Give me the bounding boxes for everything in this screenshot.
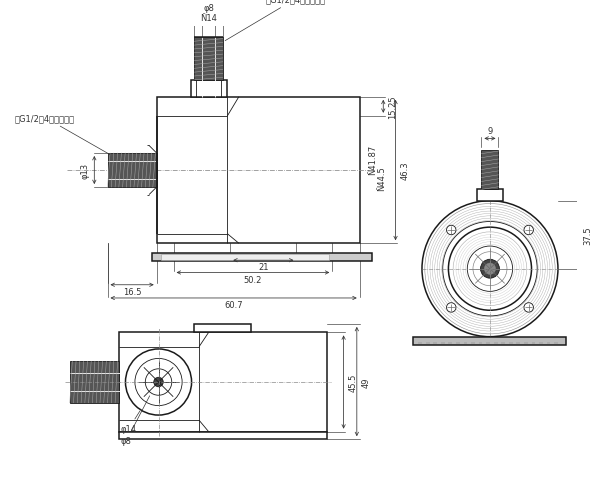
Text: 外G1/2（4分螺紹口）: 外G1/2（4分螺紹口） bbox=[225, 0, 325, 42]
Bar bbox=[70, 362, 119, 403]
Circle shape bbox=[467, 246, 512, 292]
Text: 60.7: 60.7 bbox=[224, 301, 243, 309]
Bar bbox=[194, 38, 223, 81]
Circle shape bbox=[125, 349, 191, 415]
Text: 外G1/2（4分螺紹口）: 外G1/2（4分螺紹口） bbox=[15, 114, 110, 155]
Circle shape bbox=[425, 204, 555, 334]
Circle shape bbox=[484, 263, 496, 275]
Circle shape bbox=[443, 222, 537, 316]
Bar bbox=[191, 81, 227, 98]
Text: φ8: φ8 bbox=[203, 3, 214, 13]
Circle shape bbox=[428, 207, 552, 332]
Text: φ14: φ14 bbox=[121, 411, 140, 433]
Circle shape bbox=[430, 209, 550, 329]
Text: 37.5: 37.5 bbox=[583, 226, 592, 244]
Circle shape bbox=[422, 201, 558, 337]
Text: 15.25: 15.25 bbox=[388, 95, 397, 119]
Text: 45.5: 45.5 bbox=[349, 373, 358, 392]
Circle shape bbox=[524, 303, 533, 313]
Circle shape bbox=[435, 214, 545, 324]
Text: φ8: φ8 bbox=[121, 396, 149, 445]
Circle shape bbox=[466, 244, 515, 294]
Circle shape bbox=[135, 359, 182, 406]
Circle shape bbox=[448, 227, 532, 311]
Text: 9: 9 bbox=[487, 127, 493, 136]
Text: 50.2: 50.2 bbox=[244, 275, 262, 284]
Circle shape bbox=[446, 303, 456, 313]
Circle shape bbox=[458, 238, 521, 301]
Circle shape bbox=[446, 226, 456, 235]
Circle shape bbox=[463, 242, 517, 296]
Circle shape bbox=[154, 378, 163, 387]
Circle shape bbox=[433, 212, 548, 327]
Text: Ň14: Ň14 bbox=[200, 14, 217, 23]
Bar bbox=[477, 190, 503, 201]
Circle shape bbox=[473, 252, 507, 286]
Circle shape bbox=[145, 369, 172, 395]
Bar bbox=[194, 324, 251, 333]
Bar bbox=[161, 254, 329, 261]
Text: Ň44.5: Ň44.5 bbox=[377, 166, 386, 191]
Text: 49: 49 bbox=[362, 377, 371, 387]
Circle shape bbox=[453, 232, 527, 306]
Text: 16.5: 16.5 bbox=[123, 287, 142, 296]
Text: 46.3: 46.3 bbox=[400, 161, 409, 180]
Circle shape bbox=[461, 240, 519, 298]
Bar bbox=[413, 337, 566, 346]
Bar bbox=[481, 151, 499, 190]
Bar bbox=[119, 333, 326, 432]
Circle shape bbox=[524, 226, 533, 235]
Bar bbox=[157, 98, 359, 244]
Text: 21: 21 bbox=[258, 263, 269, 272]
Circle shape bbox=[481, 260, 499, 279]
Bar bbox=[107, 154, 157, 188]
Bar bbox=[119, 432, 326, 439]
Circle shape bbox=[439, 219, 541, 319]
Text: Ň41.87: Ň41.87 bbox=[368, 144, 377, 174]
Circle shape bbox=[437, 216, 543, 322]
Bar bbox=[152, 253, 372, 262]
Circle shape bbox=[442, 221, 538, 317]
Text: φ13: φ13 bbox=[80, 163, 89, 179]
Circle shape bbox=[456, 235, 524, 303]
